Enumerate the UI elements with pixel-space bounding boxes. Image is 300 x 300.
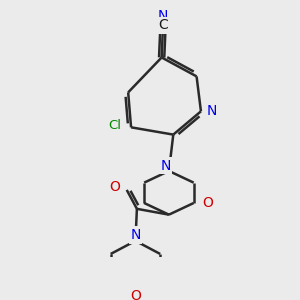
Text: C: C <box>158 18 168 32</box>
Text: N: N <box>158 9 168 23</box>
Text: N: N <box>130 228 141 242</box>
Text: O: O <box>110 180 120 194</box>
Text: Cl: Cl <box>108 119 121 132</box>
Text: N: N <box>160 159 171 173</box>
Text: O: O <box>202 196 213 210</box>
Text: O: O <box>130 289 141 300</box>
Text: N: N <box>207 104 217 118</box>
